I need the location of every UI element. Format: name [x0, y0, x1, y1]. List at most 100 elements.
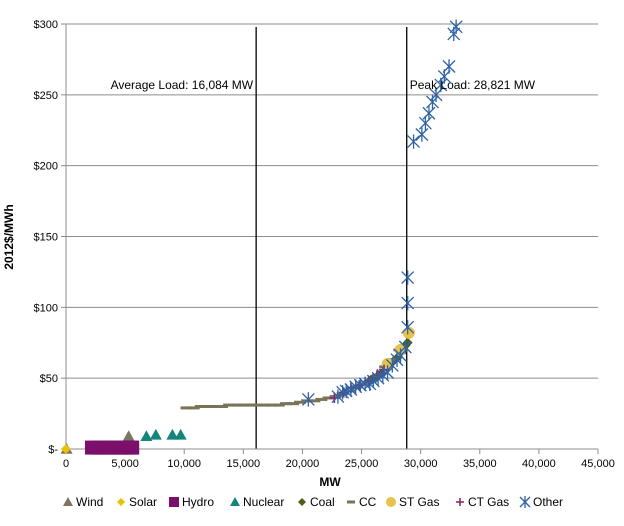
- x-tick-label: 20,000: [286, 458, 320, 470]
- triangle-marker: [230, 497, 240, 506]
- x-tick-label: 10,000: [167, 458, 201, 470]
- dash-marker: [265, 403, 278, 407]
- y-tick-label: $-: [48, 444, 58, 456]
- legend-label: Hydro: [182, 495, 214, 509]
- triangle-marker: [166, 428, 179, 440]
- asterisk-marker: [339, 383, 353, 399]
- square-marker: [125, 440, 140, 455]
- square-marker: [169, 497, 179, 507]
- triangle-marker: [140, 430, 153, 442]
- circle-marker: [386, 497, 396, 507]
- series-solar: [61, 444, 71, 454]
- series-hydro: [85, 440, 140, 455]
- y-tick-label: $250: [34, 90, 58, 102]
- asterisk-marker: [442, 59, 456, 74]
- y-axis-title: 2012$/MWh: [2, 204, 16, 269]
- x-axis-title: MW: [319, 475, 341, 489]
- gridlines: [66, 23, 598, 379]
- series-other: [301, 19, 463, 407]
- load-annotation-lines: [255, 27, 408, 449]
- legend-item: Solar: [117, 495, 157, 509]
- y-tick-label: $200: [34, 161, 58, 173]
- plus-marker: [456, 498, 464, 506]
- x-tick-label: 35,000: [463, 458, 497, 470]
- y-tick-label: $50: [40, 373, 58, 385]
- legend-item: Coal: [298, 495, 335, 509]
- legend-item: CT Gas: [456, 495, 509, 509]
- y-tick-label: $100: [34, 302, 58, 314]
- dash-marker: [208, 405, 221, 408]
- legend-item: ST Gas: [386, 495, 439, 509]
- diamond-marker: [61, 444, 71, 454]
- data-points: [60, 19, 463, 455]
- dash-marker: [223, 403, 236, 407]
- legend-item: Other: [519, 495, 563, 509]
- x-tick-label: 0: [63, 458, 69, 470]
- dash-marker: [315, 397, 328, 401]
- legend-label: ST Gas: [399, 495, 439, 509]
- load-annotation-labels: Average Load: 16,084 MW Peak Load: 28,821…: [111, 78, 536, 92]
- series-st-gas: [381, 326, 415, 370]
- x-tick-label: 45,000: [581, 458, 615, 470]
- y-tick-labels: $- $50 $100 $150 $200 $250 $300: [34, 19, 59, 456]
- x-tick-label: 15,000: [227, 458, 261, 470]
- triangle-marker: [63, 497, 73, 506]
- dash-marker: [350, 385, 363, 389]
- asterisk-marker: [415, 127, 429, 142]
- dash-marker: [201, 405, 214, 408]
- asterisk-marker: [401, 270, 415, 285]
- dash-marker: [194, 405, 207, 408]
- legend-label: Wind: [76, 495, 103, 509]
- legend-label: CT Gas: [468, 495, 509, 509]
- dash-marker: [180, 406, 193, 410]
- dash-marker: [357, 382, 370, 386]
- x-tick-label: 25,000: [345, 458, 379, 470]
- asterisk-marker: [401, 295, 415, 311]
- asterisk-marker: [381, 365, 395, 380]
- axes: [61, 23, 599, 454]
- triangle-marker: [149, 428, 162, 440]
- dash-marker: [347, 500, 355, 504]
- legend-label: CC: [359, 495, 377, 509]
- legend-label: Nuclear: [243, 495, 284, 509]
- load-annotation-label: Peak Load: 28,821 MW: [410, 78, 536, 92]
- asterisk-marker: [449, 19, 463, 35]
- asterisk-marker: [301, 392, 315, 407]
- asterisk-marker: [519, 496, 531, 508]
- y-tick-label: $150: [34, 232, 58, 244]
- dash-marker: [329, 395, 342, 399]
- legend-label: Solar: [129, 495, 157, 509]
- legend-label: Other: [533, 495, 563, 509]
- asterisk-marker: [426, 94, 439, 110]
- dash-marker: [230, 403, 243, 407]
- x-tick-label: 30,000: [404, 458, 438, 470]
- dash-marker: [294, 400, 307, 404]
- y-tick-label: $300: [34, 19, 58, 31]
- diamond-marker: [117, 498, 125, 506]
- load-annotation-label: Average Load: 16,084 MW: [111, 78, 254, 92]
- asterisk-marker: [418, 115, 432, 131]
- dash-marker: [322, 396, 335, 400]
- legend-item: CC: [347, 495, 377, 509]
- dash-marker: [244, 403, 257, 407]
- dash-marker: [187, 406, 200, 410]
- dash-marker: [216, 405, 229, 408]
- asterisk-marker: [398, 339, 412, 355]
- dash-marker: [251, 403, 264, 407]
- asterisk-marker: [401, 319, 415, 335]
- dash-marker: [308, 399, 321, 403]
- dash-marker: [237, 403, 250, 407]
- dash-marker: [272, 403, 285, 407]
- legend: Wind Solar Hydro Nuclear Coal CC ST Gas CT Gas O…: [63, 495, 563, 509]
- dash-marker: [258, 403, 271, 407]
- legend-item: Hydro: [169, 495, 214, 509]
- asterisk-marker: [385, 358, 399, 373]
- x-tick-labels: 0 5,000 10,000 15,000 20,000 25,000 30,000 35,0…: [63, 458, 615, 470]
- asterisk-marker: [407, 134, 421, 149]
- diamond-marker: [298, 498, 306, 506]
- series-nuclear: [140, 428, 187, 442]
- triangle-marker: [122, 430, 135, 442]
- asterisk-marker: [394, 348, 408, 363]
- dash-marker: [286, 402, 299, 406]
